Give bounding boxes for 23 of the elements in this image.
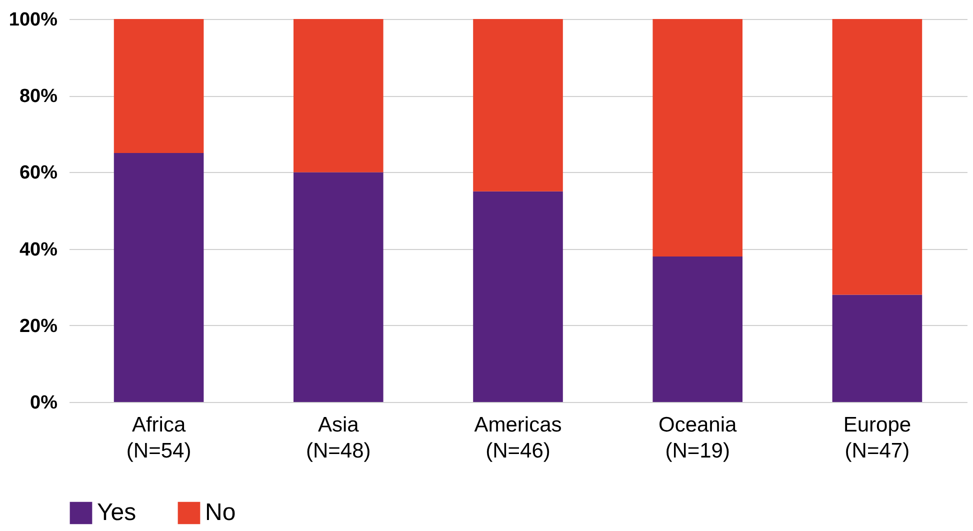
y-tick-label: 60%	[19, 162, 58, 184]
y-tick-label: 20%	[19, 316, 58, 337]
bar	[652, 19, 742, 256]
y-tick-label: 0%	[30, 392, 58, 414]
x-tick-label: Oceania (N=19)	[658, 414, 738, 462]
bar	[473, 19, 563, 192]
y-tick-label: 80%	[19, 86, 58, 108]
bar	[294, 172, 384, 402]
bar	[832, 19, 922, 295]
bar	[832, 294, 922, 402]
bar	[652, 256, 742, 402]
bar	[473, 191, 563, 402]
legend-label: Yes	[97, 499, 136, 526]
bar	[294, 19, 384, 172]
bar	[114, 153, 204, 402]
x-tick-label: Americas (N=46)	[474, 414, 562, 462]
bar	[114, 19, 204, 154]
legend-label: No	[205, 499, 236, 526]
y-tick-label: 40%	[19, 239, 58, 260]
x-tick-label: Europe (N=47)	[843, 414, 912, 462]
x-tick-label: Asia (N=48)	[306, 414, 371, 462]
x-tick-label: Africa (N=54)	[126, 414, 192, 462]
y-tick-label: 100%	[8, 10, 58, 30]
